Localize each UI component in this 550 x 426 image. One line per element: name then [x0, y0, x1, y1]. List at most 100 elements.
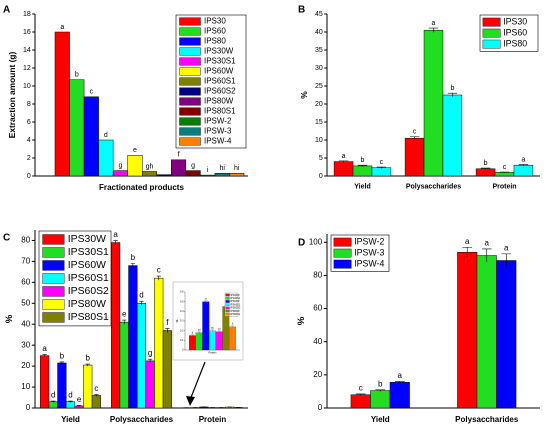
- error-bar: [165, 328, 170, 333]
- y-tick-label: 4: [27, 137, 31, 144]
- significance-letter: b: [361, 157, 365, 164]
- y-tick-label: 14: [23, 47, 31, 54]
- error-bar: [375, 389, 386, 392]
- legend-label: IPSW-2: [204, 117, 232, 126]
- significance-letter: d: [104, 132, 108, 139]
- significance-letter: a: [504, 243, 509, 252]
- legend-swatch: [225, 306, 230, 310]
- legend-label: IPS60S2: [230, 306, 241, 310]
- significance-letter: c: [94, 384, 98, 393]
- y-tick-label: 45: [315, 11, 323, 18]
- panel-label: B: [298, 5, 305, 16]
- bar: [162, 330, 172, 409]
- bar: [185, 170, 201, 177]
- y-tick-label: 20: [315, 101, 323, 108]
- legend-swatch: [225, 297, 230, 300]
- legend-label: IPS60S2: [68, 286, 109, 297]
- y-tick-label: 50: [21, 298, 30, 307]
- error-bar: [447, 92, 458, 97]
- legend-swatch: [179, 27, 201, 36]
- y-axis-label: %: [299, 91, 309, 99]
- legend-swatch: [179, 47, 201, 56]
- legend-label: IPS80W: [68, 299, 106, 310]
- bar: [350, 394, 371, 409]
- bar: [229, 326, 236, 351]
- y-tick-label: 35: [315, 47, 323, 54]
- error-bar: [76, 405, 82, 407]
- x-tick-label: Polysaccharides: [406, 183, 461, 190]
- legend-swatch: [225, 293, 230, 297]
- legend-swatch: [179, 107, 201, 116]
- significance-letter: d: [51, 391, 55, 400]
- error-bar: [94, 394, 99, 397]
- bar: [111, 242, 121, 409]
- y-tick-label: 0.4: [180, 310, 184, 313]
- x-tick-label: Protein: [492, 183, 516, 190]
- significance-letter: b: [378, 379, 383, 388]
- legend-swatch: [42, 260, 65, 271]
- significance-letter: a: [113, 230, 118, 239]
- legend-label: IPS30W: [230, 293, 240, 297]
- y-tick-label: 100: [309, 237, 323, 246]
- legend-label: IPSW-2: [354, 236, 384, 246]
- legend-swatch: [42, 312, 65, 323]
- bar: [128, 265, 138, 409]
- bar: [141, 171, 158, 177]
- significance-letter: f: [166, 318, 169, 327]
- y-tick-label: 0.1: [180, 339, 184, 342]
- legend-label: IPS80: [204, 37, 226, 46]
- error-bar: [499, 171, 510, 173]
- error-bar: [130, 263, 136, 268]
- y-tick-label: 12: [23, 65, 31, 72]
- error-bar: [59, 361, 65, 365]
- error-bar: [394, 381, 405, 384]
- y-tick-label: 8: [27, 101, 31, 108]
- bar: [202, 301, 210, 351]
- significance-letter: b: [484, 160, 488, 167]
- significance-letter: a: [521, 156, 525, 163]
- y-axis-label: Extraction amount (g): [7, 52, 17, 139]
- significance-letter: gh: [146, 163, 154, 170]
- bar: [112, 170, 128, 177]
- significance-letter: e: [133, 147, 137, 154]
- bar: [119, 321, 129, 409]
- significance-letter: b: [60, 351, 65, 360]
- x-tick-label: Protein: [199, 415, 227, 424]
- legend-label: IPS80W: [204, 97, 234, 106]
- legend-swatch: [225, 303, 230, 306]
- significance-letter: i: [207, 167, 209, 174]
- y-tick-label: 5: [319, 155, 323, 162]
- legend-label: IPS80S1: [230, 312, 241, 316]
- error-bar: [139, 300, 144, 306]
- legend-label: IPS80S1: [204, 107, 236, 116]
- legend-label: IPS60: [503, 27, 527, 37]
- bar: [389, 382, 410, 409]
- y-tick-label: 0.2: [180, 329, 184, 332]
- bar: [200, 174, 216, 177]
- bar: [214, 173, 230, 177]
- bar: [404, 137, 425, 177]
- error-bar: [376, 166, 387, 169]
- y-tick-label: 0.6: [180, 291, 184, 294]
- y-tick-label: 0: [319, 173, 323, 180]
- legend-swatch: [333, 259, 352, 269]
- bar: [65, 401, 76, 409]
- significance-letter: a: [465, 237, 470, 246]
- error-bar: [197, 331, 201, 334]
- x-tick-label: Protein: [209, 352, 218, 355]
- significance-letter: g: [191, 163, 195, 170]
- y-tick-label: 60: [21, 277, 30, 286]
- legend-label: IPS60S1: [204, 77, 236, 86]
- significance-letter: bc: [211, 327, 214, 330]
- bar: [69, 79, 85, 177]
- panel-label: A: [3, 5, 10, 16]
- legend-swatch: [179, 67, 201, 76]
- legend-label: IPS60W: [230, 299, 240, 303]
- legend-swatch: [333, 237, 352, 247]
- significance-letter: a: [485, 238, 490, 247]
- bar: [156, 174, 172, 177]
- error-bar: [338, 160, 349, 163]
- bar: [154, 277, 164, 409]
- legend-label: IPS80S1: [68, 312, 109, 323]
- bar: [57, 362, 67, 409]
